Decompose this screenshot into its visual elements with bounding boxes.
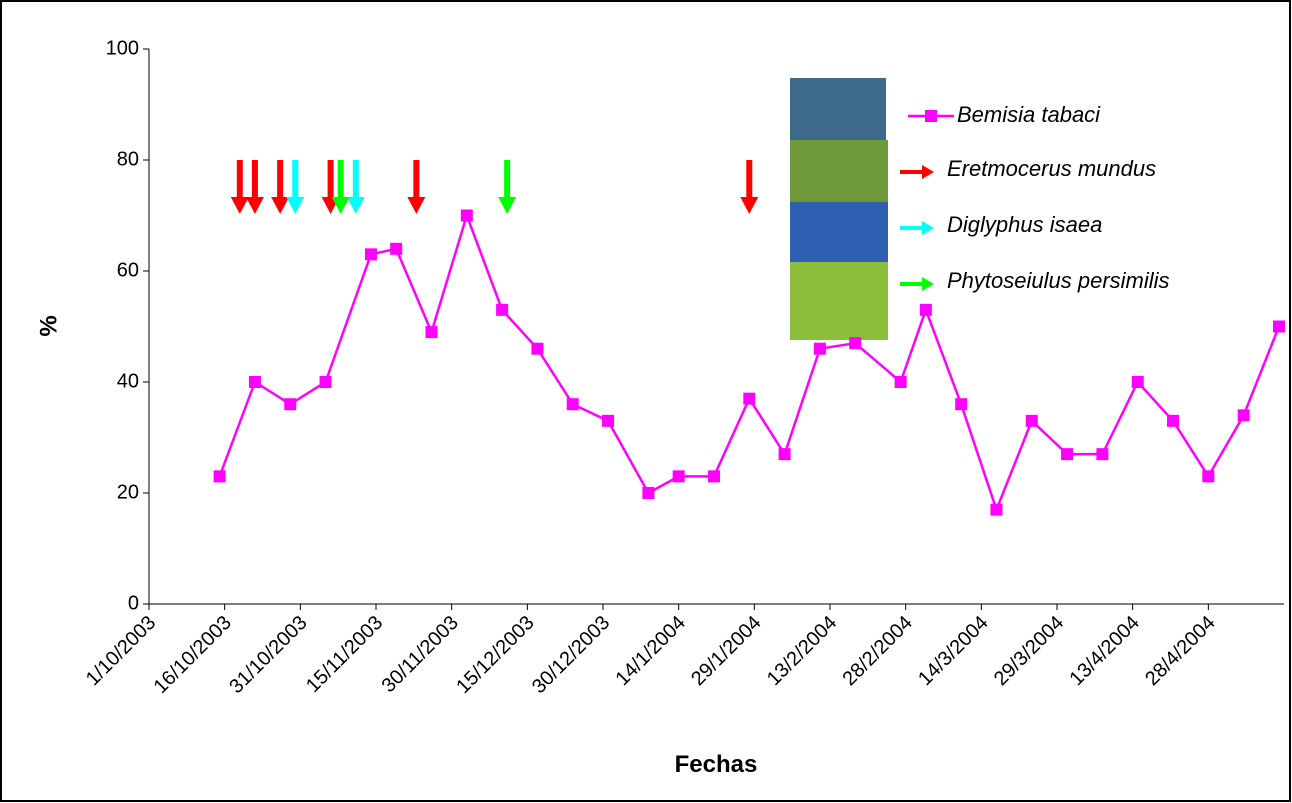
legend-image: [790, 262, 888, 340]
release-arrow: [245, 160, 264, 214]
point: [1167, 414, 1180, 427]
point: [990, 503, 1003, 516]
point: [1237, 409, 1250, 422]
y-tick-label: 60: [117, 259, 139, 281]
point: [1061, 448, 1074, 461]
legend-images: [790, 78, 888, 340]
point: [390, 242, 403, 255]
release-arrow: [346, 160, 365, 214]
legend-arrow: [900, 221, 934, 235]
legend-label: Phytoseiulus persimilis: [947, 268, 1170, 293]
point: [955, 398, 968, 411]
point: [602, 414, 615, 427]
point: [642, 487, 655, 499]
release-arrow: [286, 160, 305, 214]
y-tick-label: 80: [117, 148, 139, 170]
point: [248, 376, 261, 388]
point: [319, 376, 332, 388]
legend-arrow: [900, 277, 934, 291]
point: [284, 398, 297, 411]
legend-image: [790, 202, 888, 262]
point: [1096, 448, 1109, 461]
legend-label: Bemisia tabaci: [957, 102, 1101, 127]
release-arrow: [498, 160, 517, 214]
point: [531, 342, 544, 355]
legend-label: Diglyphus isaea: [947, 212, 1102, 237]
point: [919, 303, 932, 316]
legend-arrow: [900, 165, 934, 179]
y-tick-label: 40: [117, 370, 139, 392]
release-arrow: [331, 160, 350, 214]
y-axis-title: %: [35, 315, 62, 336]
point: [460, 209, 473, 222]
point: [1272, 320, 1285, 333]
point: [894, 376, 907, 388]
point: [672, 470, 685, 483]
point: [496, 303, 509, 316]
point: [813, 342, 826, 355]
y-tick-label: 0: [128, 592, 139, 614]
point: [1131, 376, 1144, 388]
y-tick-label: 20: [117, 481, 139, 503]
legend-marker: [925, 110, 937, 122]
legend-label: Eretmocerus mundus: [947, 156, 1156, 181]
point: [743, 392, 756, 405]
release-arrow: [407, 160, 426, 214]
release-arrow: [271, 160, 290, 214]
point: [566, 398, 579, 411]
point: [1025, 414, 1038, 427]
point: [849, 337, 862, 350]
x-axis-title: Fechas: [675, 751, 758, 778]
legend-image: [790, 140, 888, 202]
point: [1202, 470, 1215, 483]
point: [213, 470, 226, 483]
point: [425, 326, 438, 339]
y-tick-label: 100: [106, 37, 139, 59]
point: [707, 470, 720, 483]
release-arrow: [740, 160, 759, 214]
point: [364, 248, 377, 261]
release-arrow: [230, 160, 249, 214]
point: [778, 448, 791, 461]
legend-image: [790, 78, 886, 140]
